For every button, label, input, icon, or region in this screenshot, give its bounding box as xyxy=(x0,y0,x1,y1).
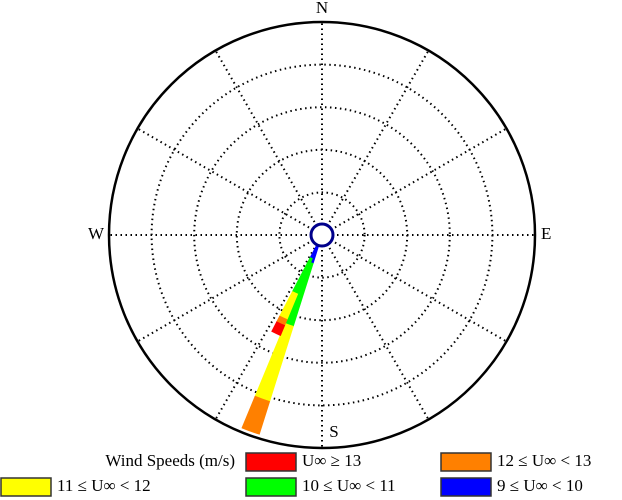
center-hole xyxy=(309,222,335,248)
legend-label: U∞ ≥ 13 xyxy=(302,451,361,470)
sector-segment xyxy=(241,395,271,435)
spoke xyxy=(321,234,430,420)
legend-swatch xyxy=(440,452,492,472)
spoke xyxy=(321,127,507,236)
grid-circle xyxy=(150,63,494,407)
legend-label: 9 ≤ U∞ < 10 xyxy=(497,476,583,495)
grid-circle xyxy=(235,148,409,322)
legend-label: 10 ≤ U∞ < 11 xyxy=(302,476,396,495)
spoke xyxy=(137,234,323,343)
grid-circle xyxy=(193,106,451,364)
legend-title: Wind Speeds (m/s) xyxy=(105,451,235,470)
spoke xyxy=(321,50,430,236)
compass-label: S xyxy=(329,422,338,441)
compass-label: E xyxy=(541,224,551,243)
sector-segment xyxy=(271,321,286,337)
legend-swatch xyxy=(245,477,297,497)
compass-label: W xyxy=(88,224,105,243)
legend-label: 12 ≤ U∞ < 13 xyxy=(497,451,591,470)
spoke xyxy=(214,234,323,420)
legend-swatch xyxy=(440,477,492,497)
compass-label: N xyxy=(316,0,328,17)
spoke xyxy=(321,234,507,343)
legend-swatch xyxy=(245,452,297,472)
legend-swatch xyxy=(0,477,52,497)
sector-segment xyxy=(254,322,294,403)
spoke xyxy=(137,127,323,236)
legend-label: 11 ≤ U∞ < 12 xyxy=(57,476,151,495)
spoke xyxy=(214,50,323,236)
grid-circle xyxy=(278,191,366,279)
outer-circle xyxy=(107,20,537,450)
